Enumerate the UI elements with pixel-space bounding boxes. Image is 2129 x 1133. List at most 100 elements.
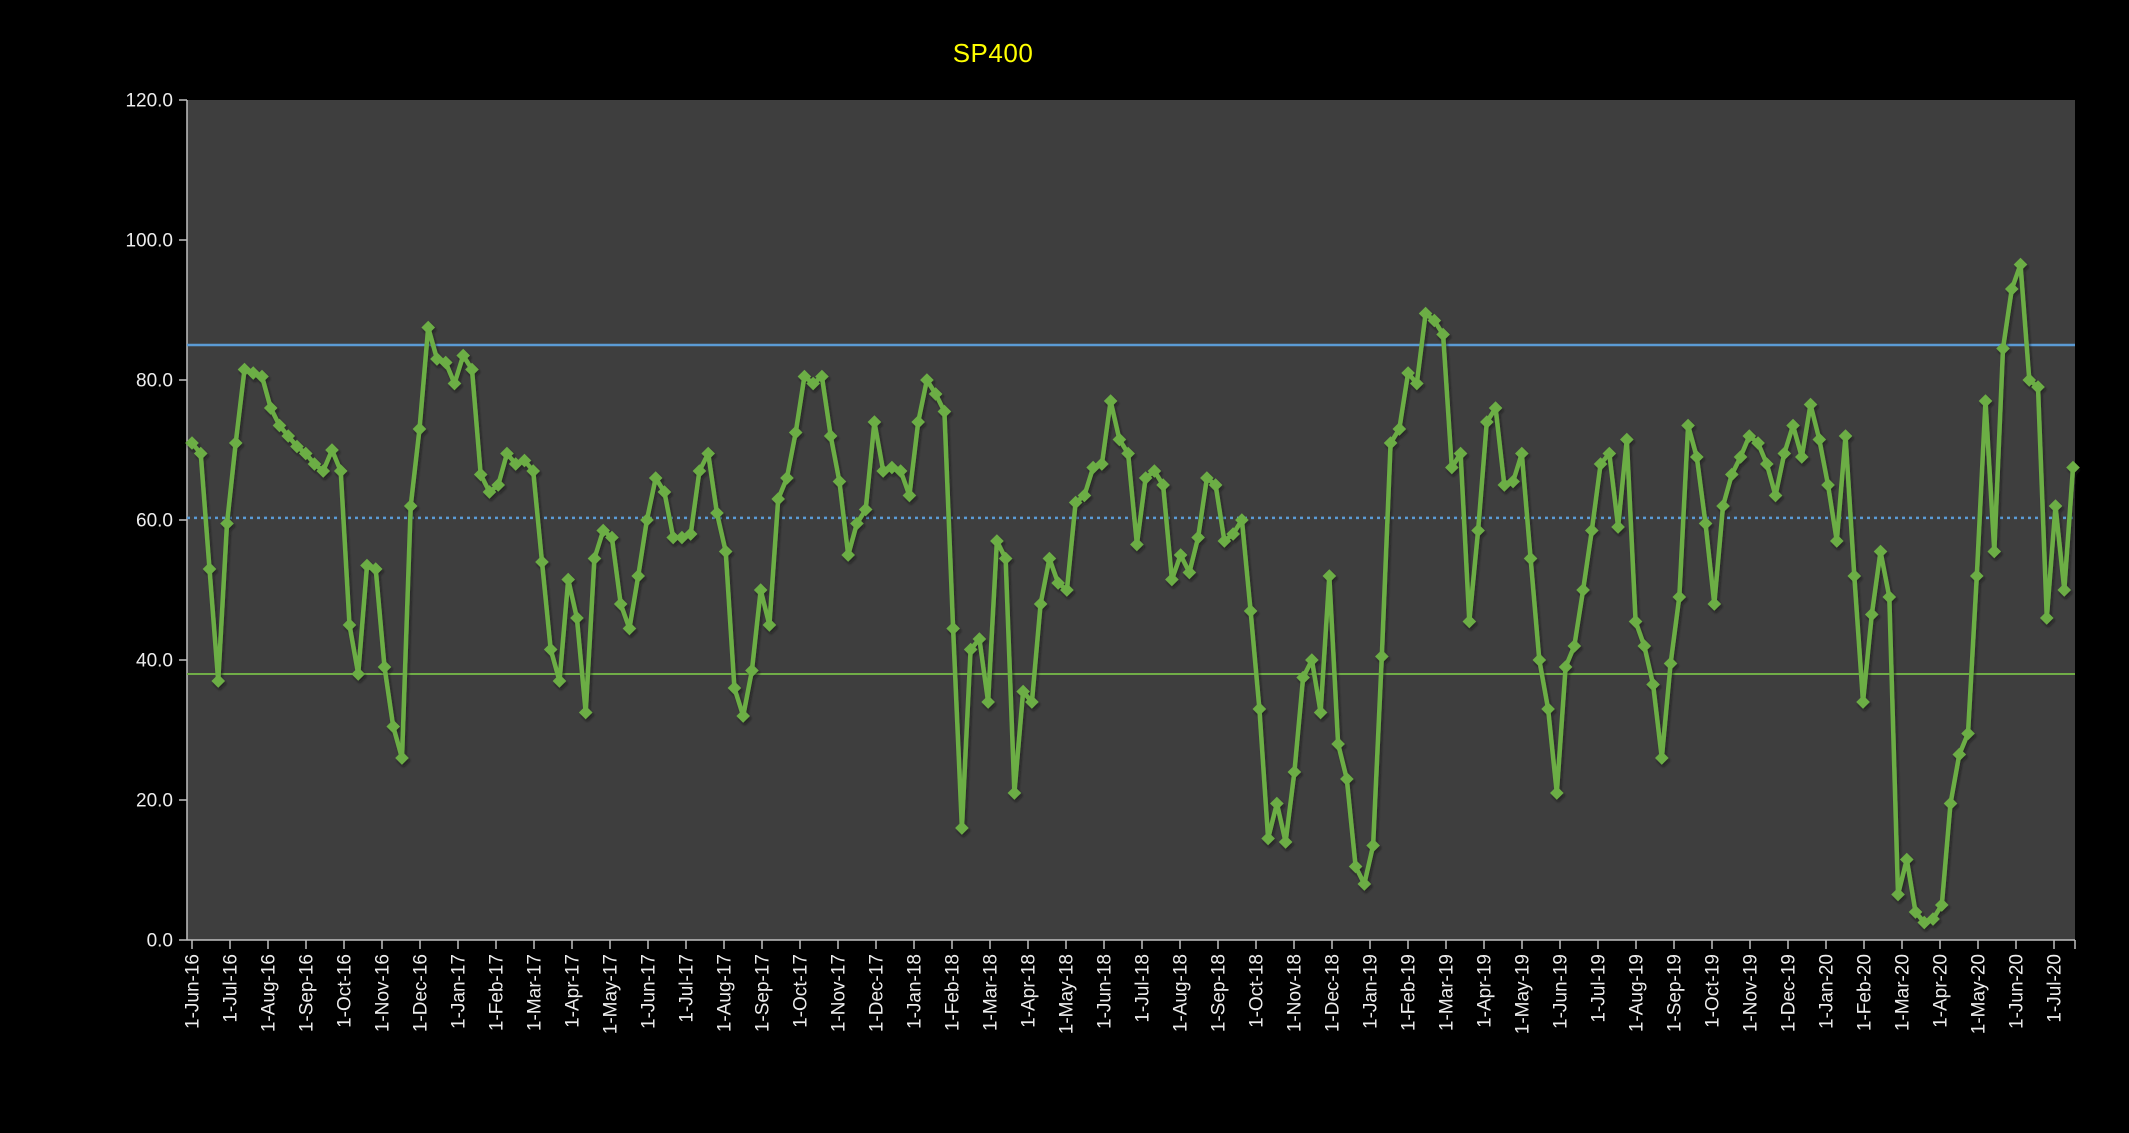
data-point-marker	[1200, 471, 1214, 485]
data-point-marker	[1637, 639, 1652, 653]
data-point-marker	[1375, 649, 1389, 664]
data-point-marker	[1427, 313, 1442, 328]
x-axis-label: 1-Nov-18	[1285, 954, 1306, 1032]
data-point-marker	[1515, 446, 1529, 461]
x-axis-label: 1-Apr-17	[563, 954, 584, 1028]
data-point-marker	[333, 464, 348, 478]
data-point-marker	[1541, 702, 1555, 716]
data-point-marker	[1305, 653, 1319, 667]
data-point-marker	[1558, 660, 1573, 674]
data-point-marker	[447, 376, 462, 391]
data-point-marker	[1156, 478, 1170, 492]
data-point-marker	[228, 436, 243, 450]
data-point-marker	[1401, 366, 1415, 380]
data-point-marker	[1576, 583, 1590, 597]
data-point-marker	[1453, 446, 1468, 461]
data-point-marker	[281, 429, 296, 443]
x-axis-label: 1-Aug-18	[1171, 954, 1192, 1032]
data-point-marker	[1068, 495, 1083, 510]
data-point-marker	[1681, 418, 1695, 433]
data-point-marker	[841, 548, 855, 562]
x-axis-label: 1-Nov-16	[373, 954, 394, 1032]
data-point-marker	[185, 436, 199, 450]
y-axis-label: 80.0	[136, 371, 173, 392]
data-point-marker	[885, 460, 899, 475]
x-axis-label: 1-Feb-18	[943, 954, 964, 1031]
x-axis-label: 1-Apr-20	[1931, 954, 1952, 1028]
x-axis-label: 1-Jun-20	[2007, 954, 2028, 1029]
x-axis-label: 1-Oct-19	[1703, 954, 1724, 1028]
data-point-marker	[2057, 583, 2072, 597]
x-axis-label: 1-Jan-17	[449, 954, 470, 1029]
data-point-marker	[727, 681, 742, 695]
data-point-marker	[1226, 527, 1240, 541]
x-axis-label: 1-Sep-17	[753, 954, 774, 1032]
data-point-marker	[246, 366, 261, 380]
data-point-marker	[1095, 457, 1109, 471]
x-axis-label: 1-Mar-18	[981, 954, 1002, 1031]
y-axis-label: 100.0	[125, 231, 173, 252]
data-point-marker	[1899, 852, 1914, 867]
data-point-marker	[1567, 639, 1582, 653]
x-axis-label: 1-Oct-16	[335, 954, 356, 1028]
x-axis-label: 1-Jan-20	[1817, 954, 1838, 1029]
data-point-marker	[937, 404, 952, 419]
data-point-marker	[298, 446, 313, 461]
data-point-marker	[465, 362, 479, 377]
data-point-marker	[1147, 464, 1162, 478]
x-axis-label: 1-Dec-19	[1779, 954, 1800, 1032]
data-point-marker	[998, 551, 1013, 566]
data-point-marker	[1331, 737, 1345, 751]
data-point-marker	[753, 583, 768, 597]
data-point-marker	[1191, 530, 1205, 545]
data-point-marker	[1340, 772, 1354, 786]
data-point-marker	[526, 464, 541, 478]
data-point-marker	[1803, 397, 1818, 412]
data-point-marker	[762, 618, 777, 632]
x-axis-label: 1-Nov-19	[1741, 954, 1762, 1032]
data-point-marker	[622, 621, 637, 636]
data-point-marker	[1112, 432, 1127, 447]
data-point-marker	[1418, 306, 1433, 321]
data-point-marker	[1602, 446, 1617, 461]
data-point-marker	[1593, 457, 1608, 471]
plot-area	[187, 100, 2075, 940]
data-point-marker	[1410, 376, 1424, 391]
data-point-marker	[1033, 597, 1048, 611]
x-axis-label: 1-Jan-18	[905, 954, 926, 1029]
data-point-marker	[360, 558, 374, 573]
data-point-marker	[1829, 534, 1844, 548]
data-point-marker	[823, 429, 838, 443]
data-point-marker	[1585, 523, 1599, 538]
data-point-marker	[395, 751, 409, 765]
data-point-marker	[1025, 695, 1039, 709]
data-point-marker	[780, 471, 794, 485]
data-point-marker	[797, 369, 812, 384]
data-point-marker	[1663, 656, 1678, 671]
data-point-marker	[2013, 257, 2028, 272]
data-point-marker	[316, 464, 331, 478]
data-point-marker	[517, 453, 532, 468]
data-point-marker	[1357, 877, 1372, 891]
x-axis-label: 1-May-19	[1513, 954, 1534, 1034]
data-point-marker	[1838, 429, 1853, 443]
data-point-marker	[1943, 796, 1958, 811]
data-point-marker	[718, 544, 733, 559]
data-point-marker	[386, 719, 401, 734]
data-point-marker	[1488, 401, 1503, 415]
data-point-marker	[1287, 765, 1302, 779]
data-point-marker	[1768, 488, 1783, 503]
data-point-marker	[1270, 796, 1284, 811]
data-point-marker	[421, 320, 436, 335]
x-axis-label: 1-Sep-18	[1209, 954, 1230, 1032]
data-point-marker	[2039, 611, 2054, 625]
data-point-marker	[1042, 551, 1057, 566]
data-point-marker	[1978, 394, 1993, 408]
data-point-marker	[893, 464, 908, 478]
data-point-marker	[473, 467, 488, 482]
data-point-marker	[1628, 614, 1643, 629]
x-axis-label: 1-Sep-16	[297, 954, 318, 1032]
data-point-marker	[1672, 590, 1687, 604]
data-point-marker	[605, 530, 619, 545]
data-point-marker	[1821, 478, 1835, 492]
